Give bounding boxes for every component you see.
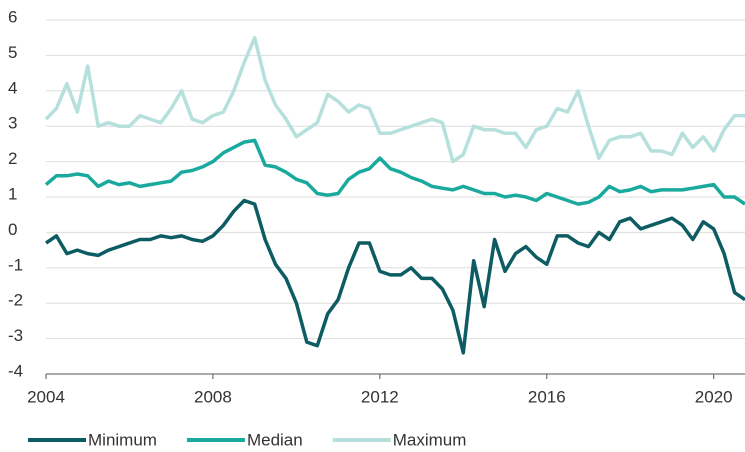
y-tick-label: 1	[8, 184, 17, 203]
line-series	[44, 35, 745, 164]
x-tick-label: 2020	[695, 387, 733, 406]
line-series	[44, 138, 745, 206]
x-tick-label: 2004	[27, 387, 65, 406]
legend-label: Median	[247, 430, 303, 449]
y-tick-label: -1	[8, 255, 23, 274]
y-tick-label: 2	[8, 149, 17, 168]
legend-label: Maximum	[393, 430, 467, 449]
x-tick-label: 2008	[194, 387, 232, 406]
y-tick-label: 6	[8, 7, 17, 26]
x-tick-label: 2012	[361, 387, 399, 406]
legend-label: Minimum	[88, 430, 157, 449]
y-tick-label: 4	[8, 78, 17, 97]
y-tick-label: -4	[8, 361, 23, 380]
y-tick-label: -3	[8, 326, 23, 345]
line-series	[45, 198, 745, 355]
y-tick-label: -2	[8, 291, 23, 310]
y-tick-label: 3	[8, 114, 17, 133]
y-tick-label: 5	[8, 43, 17, 62]
y-tick-label: 0	[8, 220, 17, 239]
x-tick-label: 2016	[528, 387, 566, 406]
